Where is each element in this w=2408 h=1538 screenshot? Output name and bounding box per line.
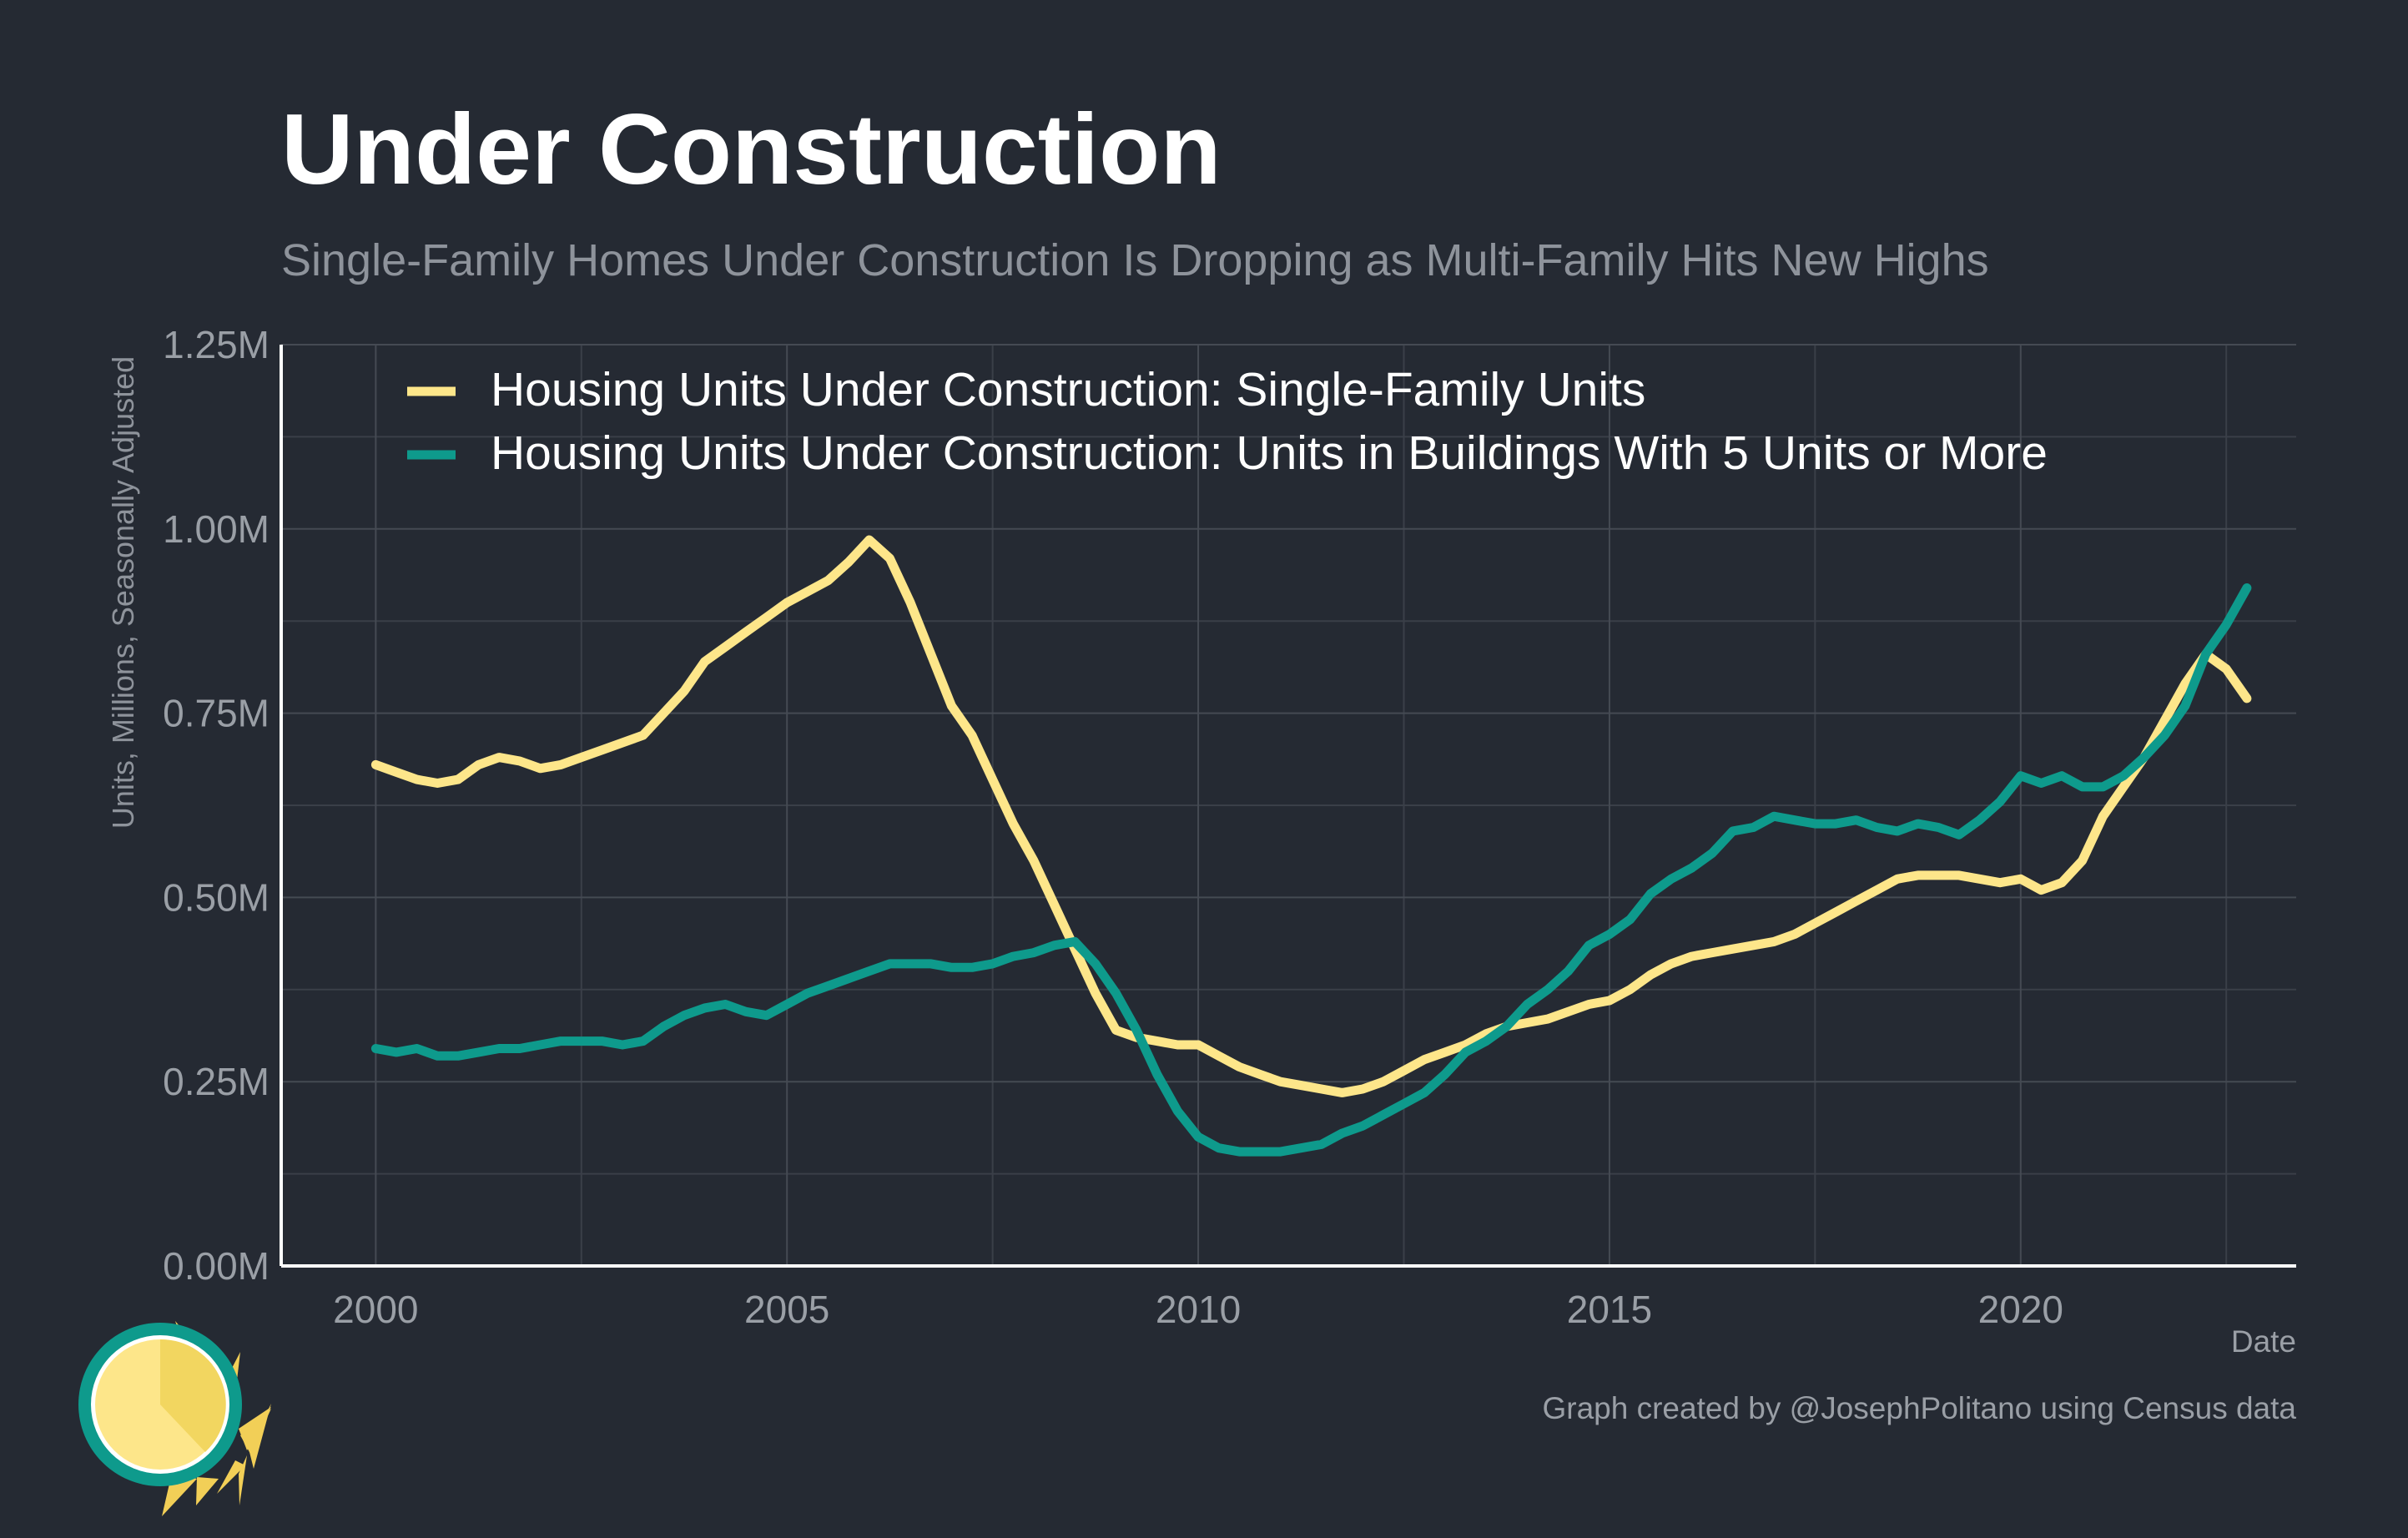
sun-logo-icon: [78, 1321, 271, 1516]
legend: Housing Units Under Construction: Single…: [407, 363, 2048, 480]
y-tick-label: 1.00M: [163, 507, 270, 551]
y-tick-label: 0.50M: [163, 875, 270, 919]
series-line-1: [370, 535, 2252, 1097]
chart-caption: Graph created by @JosephPolitano using C…: [1542, 1391, 2296, 1425]
y-tick-label: 1.25M: [163, 323, 270, 366]
x-tick-label: 2020: [1978, 1288, 2063, 1331]
y-tick-label: 0.75M: [163, 692, 270, 735]
chart-subtitle: Single-Family Homes Under Construction I…: [281, 235, 1989, 285]
legend-label-1: Housing Units Under Construction: Single…: [491, 363, 1645, 416]
x-axis-label: Date: [2231, 1324, 2296, 1359]
x-tick-label: 2010: [1156, 1288, 1241, 1331]
series-layer: [370, 535, 2252, 1157]
y-tick-label: 0.25M: [163, 1060, 270, 1103]
x-tick-label: 2015: [1567, 1288, 1652, 1331]
legend-label-2: Housing Units Under Construction: Units …: [491, 426, 2048, 480]
y-tick-label: 0.00M: [163, 1244, 270, 1288]
x-tick-label: 2005: [744, 1288, 829, 1331]
y-axis-label: Units, Millions, Seasonally Adjusted: [106, 356, 140, 829]
x-tick-label: 2000: [333, 1288, 418, 1331]
series-line-2: [370, 583, 2252, 1157]
chart-title: Under Construction: [281, 93, 1222, 205]
axes: 2000 2005 2010 2015 2020 0.00M 0.25M 0.50M 0.75M…: [163, 323, 2296, 1331]
